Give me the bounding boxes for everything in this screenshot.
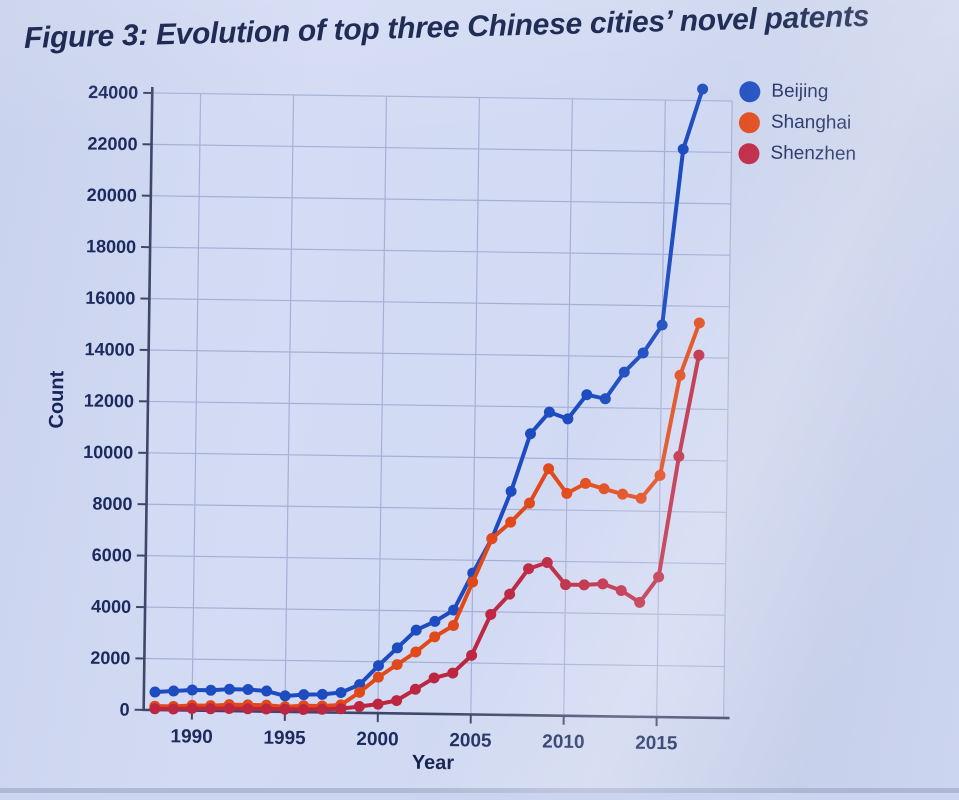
beijing-legend-dot: [739, 81, 760, 102]
y-axis-title: Count: [45, 300, 70, 500]
y-tick-label: 12000: [84, 391, 134, 412]
shanghai-legend-dot: [739, 112, 760, 133]
y-tick-label: 4000: [91, 596, 131, 617]
y-tick-label: 10000: [83, 442, 133, 463]
photo-edge-shadow: [0, 788, 959, 793]
x-tick-label: 2005: [449, 730, 492, 752]
legend-label-beijing: Beijing: [771, 81, 828, 104]
y-tick-label: 8000: [92, 493, 132, 514]
shenzhen-legend-dot: [738, 143, 759, 164]
x-tick-label: 2000: [356, 729, 399, 751]
y-tick-label: 14000: [84, 339, 134, 360]
x-tick-label: 1995: [263, 728, 306, 750]
y-tick-label: 18000: [86, 236, 136, 257]
x-axis-title: Year: [333, 751, 533, 777]
chart-legend: Beijing Shanghai Shenzhen: [738, 80, 857, 166]
y-tick-label: 2000: [90, 648, 130, 669]
legend-item-beijing: Beijing: [739, 80, 857, 104]
point-beijing-2017: [697, 83, 708, 94]
x-tick-label: 2010: [542, 731, 585, 753]
legend-label-shenzhen: Shenzhen: [770, 143, 856, 166]
legend-item-shenzhen: Shenzhen: [738, 142, 856, 166]
x-tick-label: 2015: [635, 733, 678, 755]
y-tick-label: 6000: [92, 545, 132, 566]
legend-item-shanghai: Shanghai: [739, 111, 857, 135]
y-tick-label: 16000: [85, 288, 135, 309]
y-tick-label: 22000: [87, 133, 137, 154]
y-tick-label: 24000: [88, 82, 138, 103]
y-tick-label: 0: [119, 700, 129, 720]
y-tick-label: 20000: [87, 185, 137, 206]
x-tick-label: 1990: [170, 726, 213, 748]
legend-label-shanghai: Shanghai: [771, 112, 852, 135]
